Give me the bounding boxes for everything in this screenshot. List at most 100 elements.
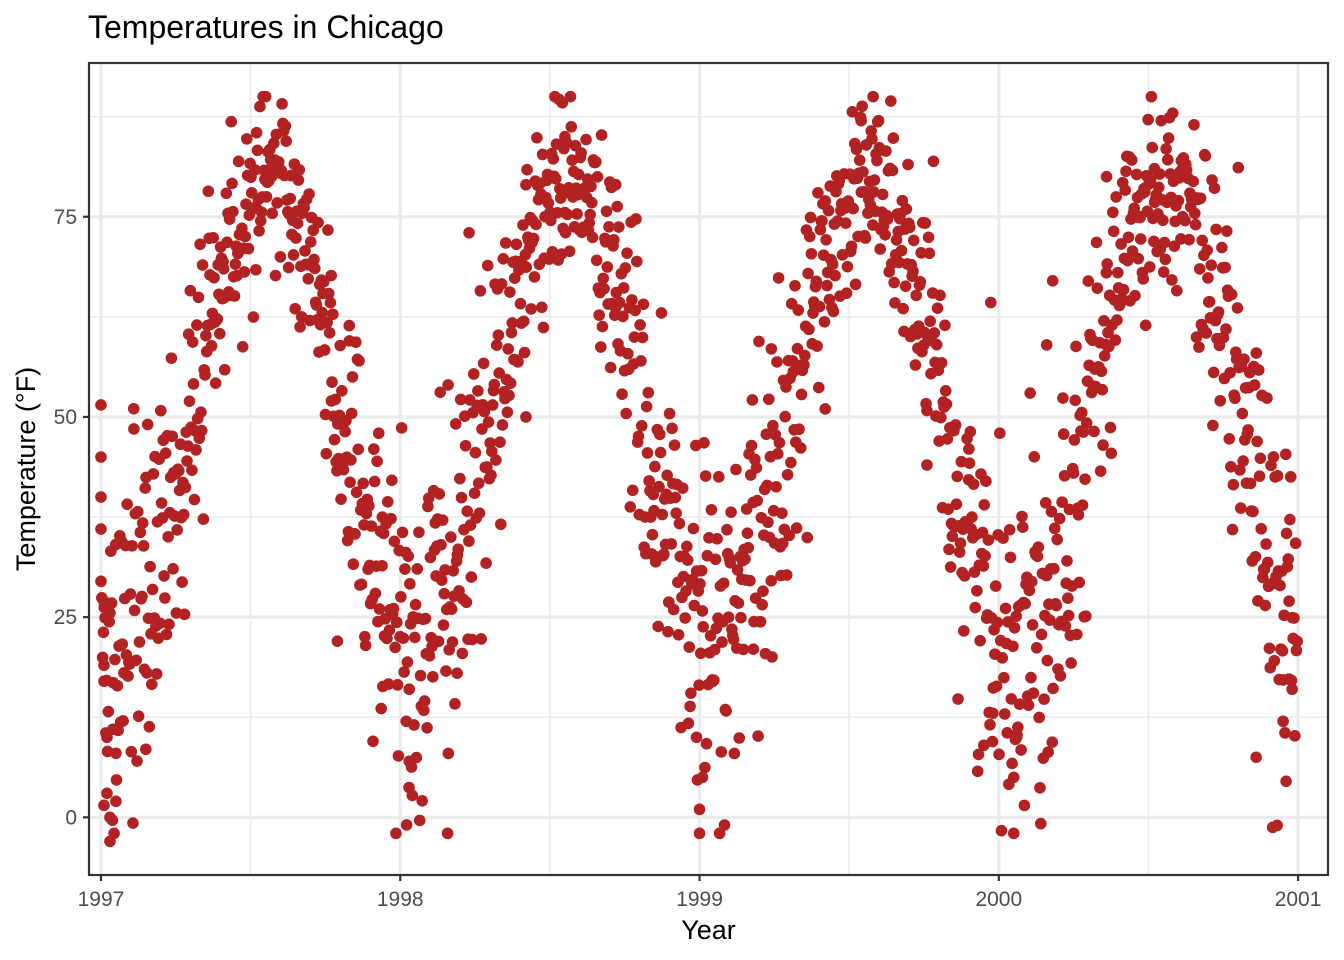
data-point (636, 331, 649, 344)
data-point (144, 560, 156, 573)
data-point (385, 512, 397, 525)
data-point (1030, 641, 1043, 654)
data-point (952, 693, 964, 705)
data-point (872, 114, 885, 127)
data-point (1166, 274, 1178, 286)
data-point (979, 550, 991, 562)
data-point (1288, 730, 1301, 742)
data-point (1050, 599, 1063, 612)
data-point (725, 506, 737, 518)
data-point (822, 204, 835, 217)
data-point (1268, 654, 1281, 667)
data-point (391, 679, 404, 691)
data-point (1139, 319, 1152, 332)
data-point (208, 271, 220, 284)
data-point (122, 670, 134, 682)
data-point (294, 321, 306, 333)
data-point (840, 287, 853, 299)
data-point (1229, 392, 1241, 405)
data-point (711, 533, 723, 545)
data-point (328, 433, 341, 446)
data-point (324, 296, 337, 309)
data-point (1223, 433, 1236, 445)
data-point (1232, 161, 1245, 174)
data-point (395, 422, 408, 434)
data-point (827, 305, 840, 318)
data-point (1162, 132, 1175, 144)
data-point (767, 419, 779, 432)
data-point (765, 575, 778, 587)
data-point (957, 625, 970, 637)
data-point (322, 224, 334, 236)
data-point (998, 708, 1011, 720)
data-point (928, 327, 941, 339)
data-point (1109, 334, 1122, 346)
data-point (355, 578, 368, 591)
data-point (1032, 541, 1045, 553)
data-point (855, 114, 867, 127)
data-point (1057, 392, 1069, 404)
data-point (600, 205, 613, 218)
data-point (408, 631, 421, 644)
data-point (220, 187, 233, 200)
data-point (1249, 550, 1262, 563)
data-point (751, 494, 764, 507)
data-point (547, 153, 560, 165)
data-point (497, 253, 510, 265)
data-point (145, 678, 158, 691)
data-point (225, 115, 238, 128)
data-point (1263, 642, 1276, 655)
data-point (978, 739, 990, 752)
data-point (673, 517, 686, 530)
data-point (325, 269, 338, 282)
data-point (535, 301, 548, 314)
data-point (1134, 233, 1147, 245)
data-point (1242, 424, 1254, 436)
data-point (697, 620, 710, 633)
data-point (931, 302, 944, 315)
data-point (271, 197, 283, 209)
data-point (98, 799, 110, 812)
data-point (137, 540, 150, 552)
data-point (1205, 259, 1218, 271)
data-point (291, 217, 304, 230)
data-point (1261, 392, 1273, 404)
data-point (1098, 350, 1111, 362)
data-point (265, 170, 278, 183)
data-point (1065, 657, 1077, 669)
data-point (154, 617, 166, 630)
data-point (546, 246, 559, 258)
data-point (1035, 628, 1048, 641)
data-point (679, 612, 691, 624)
data-point (139, 482, 152, 494)
data-point (238, 266, 251, 278)
data-point (690, 731, 703, 744)
data-point (1259, 599, 1272, 612)
data-point (867, 186, 880, 198)
data-point (1216, 241, 1228, 254)
data-point (563, 245, 576, 258)
data-point (255, 206, 268, 218)
data-point (194, 238, 206, 251)
data-point (299, 245, 311, 257)
data-point (226, 177, 238, 190)
data-point (162, 530, 174, 543)
data-point (1033, 711, 1045, 724)
data-point (874, 243, 886, 255)
data-point (1267, 451, 1280, 463)
data-point (318, 344, 331, 356)
data-point (436, 574, 448, 586)
data-point (1070, 340, 1082, 353)
data-point (110, 747, 122, 760)
data-point (741, 527, 754, 539)
data-point (463, 535, 475, 547)
data-point (737, 643, 750, 656)
data-point (418, 695, 431, 707)
data-point (924, 315, 936, 328)
data-point (722, 611, 735, 623)
data-point (990, 680, 1003, 693)
data-point (403, 683, 416, 696)
data-point (140, 743, 152, 756)
data-point (958, 570, 971, 582)
data-point (1100, 266, 1113, 279)
